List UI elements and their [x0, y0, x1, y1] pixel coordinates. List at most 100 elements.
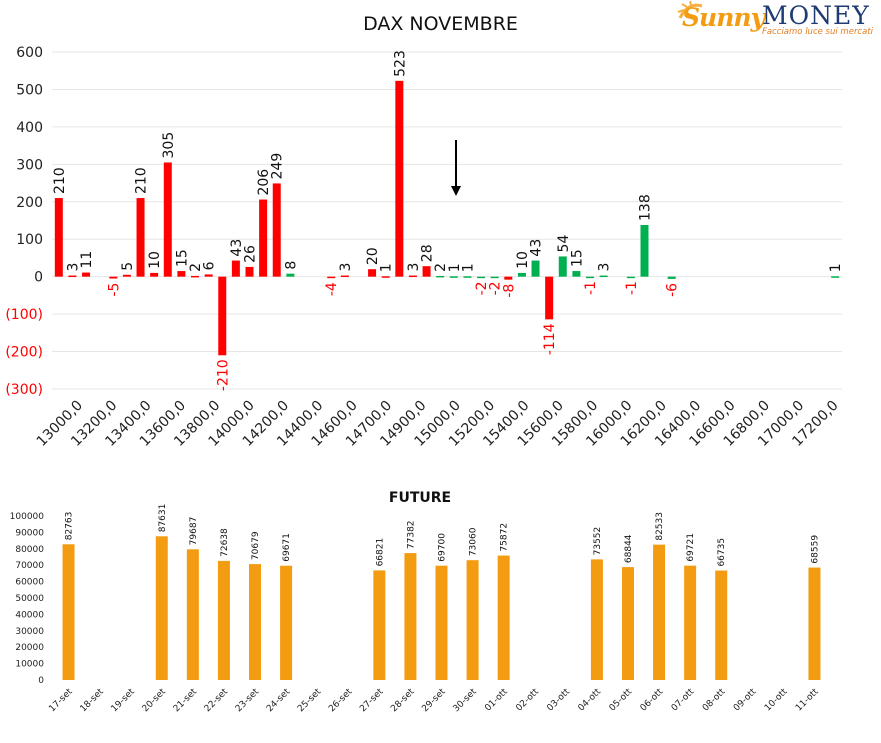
bar	[340, 275, 349, 278]
bar	[82, 272, 91, 277]
x-tick-label: 03-ott	[545, 687, 572, 714]
x-tick-label: 29-set	[420, 687, 448, 715]
data-label: 210	[52, 167, 68, 194]
x-tick-label: 08-ott	[701, 687, 728, 714]
y-tick-label: 10000	[15, 660, 44, 670]
data-label: 15	[174, 249, 190, 267]
bar	[667, 276, 676, 279]
data-label: 10	[147, 251, 163, 269]
y-tick-label: 200	[16, 195, 43, 211]
bar	[653, 544, 666, 680]
data-label: 73552	[593, 527, 603, 556]
data-label: 66735	[717, 538, 727, 567]
y-tick-label: 50000	[15, 594, 44, 604]
bar	[531, 260, 540, 277]
bar	[808, 567, 821, 680]
bar	[586, 276, 595, 279]
bar	[590, 559, 603, 680]
bar	[272, 183, 281, 277]
bar	[404, 553, 417, 680]
data-label: 11	[79, 251, 95, 269]
data-label: 15	[569, 249, 585, 267]
data-label: 210	[134, 167, 150, 194]
bar	[517, 272, 526, 277]
bar	[245, 266, 254, 277]
bar	[436, 275, 445, 278]
data-label: 6	[202, 261, 218, 270]
bar	[68, 275, 77, 278]
data-label: 82533	[655, 512, 665, 541]
bar	[249, 564, 262, 680]
sunny-money-logo: Sunny MONEY Facciamo luce sui mercati	[676, 0, 876, 40]
chart-title-dax: DAX NOVEMBRE	[363, 13, 518, 35]
bar	[155, 536, 168, 680]
y-tick-label: 40000	[15, 610, 44, 620]
data-label: -114	[542, 323, 558, 355]
y-tick-label: (200)	[5, 345, 43, 361]
x-tick-label: 21-set	[172, 687, 200, 715]
data-label: 69700	[438, 533, 448, 562]
x-tick-label: 27-set	[358, 687, 386, 715]
bar	[191, 275, 200, 278]
x-tick-label: 20-set	[141, 687, 169, 715]
x-tick-label: 26-set	[327, 687, 355, 715]
y-tick-label: 500	[16, 82, 43, 98]
data-label: 305	[161, 132, 177, 159]
bar	[186, 549, 199, 680]
data-label: 3	[406, 263, 422, 272]
bar	[684, 565, 697, 680]
x-tick-label: 02-ott	[514, 687, 541, 714]
x-tick-label: 09-ott	[732, 687, 759, 714]
bar	[218, 276, 227, 356]
data-label: 87631	[158, 504, 168, 533]
data-label: 1	[379, 263, 395, 272]
data-label: -1	[624, 281, 640, 295]
bar	[327, 276, 336, 279]
y-tick-label: 60000	[15, 578, 44, 588]
bar	[122, 274, 131, 277]
bar	[558, 256, 567, 277]
bar	[626, 276, 635, 279]
y-tick-label: 100000	[10, 512, 45, 522]
x-tick-label: 28-set	[389, 687, 417, 715]
x-tick-label: 17-set	[47, 687, 75, 715]
data-label: 54	[556, 235, 572, 253]
data-label: 5	[120, 262, 136, 271]
x-tick-label: 22-set	[203, 687, 231, 715]
data-label: 26	[243, 245, 259, 263]
bar	[715, 570, 728, 680]
data-label: 43	[529, 239, 545, 257]
data-label: -1	[583, 281, 599, 295]
bar	[280, 565, 293, 680]
sun-icon	[677, 0, 703, 19]
logo-brand-sunny: Sunny	[682, 3, 765, 32]
data-label: 75872	[500, 523, 510, 552]
data-label: -5	[106, 283, 122, 297]
bar	[599, 275, 608, 278]
y-tick-label: 600	[16, 45, 43, 61]
x-tick-label: 19-set	[110, 687, 138, 715]
data-label: 3	[338, 263, 354, 272]
bar	[422, 266, 431, 277]
y-tick-label: (300)	[5, 382, 43, 398]
bar	[449, 276, 458, 278]
data-label: -2	[488, 281, 504, 295]
bar	[497, 555, 510, 680]
bar	[435, 565, 448, 680]
data-label: 523	[392, 50, 408, 77]
bar	[504, 276, 513, 280]
bar	[381, 276, 390, 278]
data-label: 2	[433, 263, 449, 272]
data-label: 3	[65, 263, 81, 272]
x-tick-label: 05-ott	[608, 687, 635, 714]
data-label: 77382	[406, 520, 416, 549]
y-tick-label: 0	[38, 676, 44, 686]
bar	[150, 272, 159, 277]
data-label: -8	[501, 284, 517, 298]
data-label: 69721	[686, 533, 696, 562]
data-label: 72638	[220, 528, 230, 557]
x-tick-label: 18-set	[79, 687, 107, 715]
data-label: -210	[215, 359, 231, 391]
bar	[286, 273, 295, 277]
bar	[217, 560, 230, 680]
